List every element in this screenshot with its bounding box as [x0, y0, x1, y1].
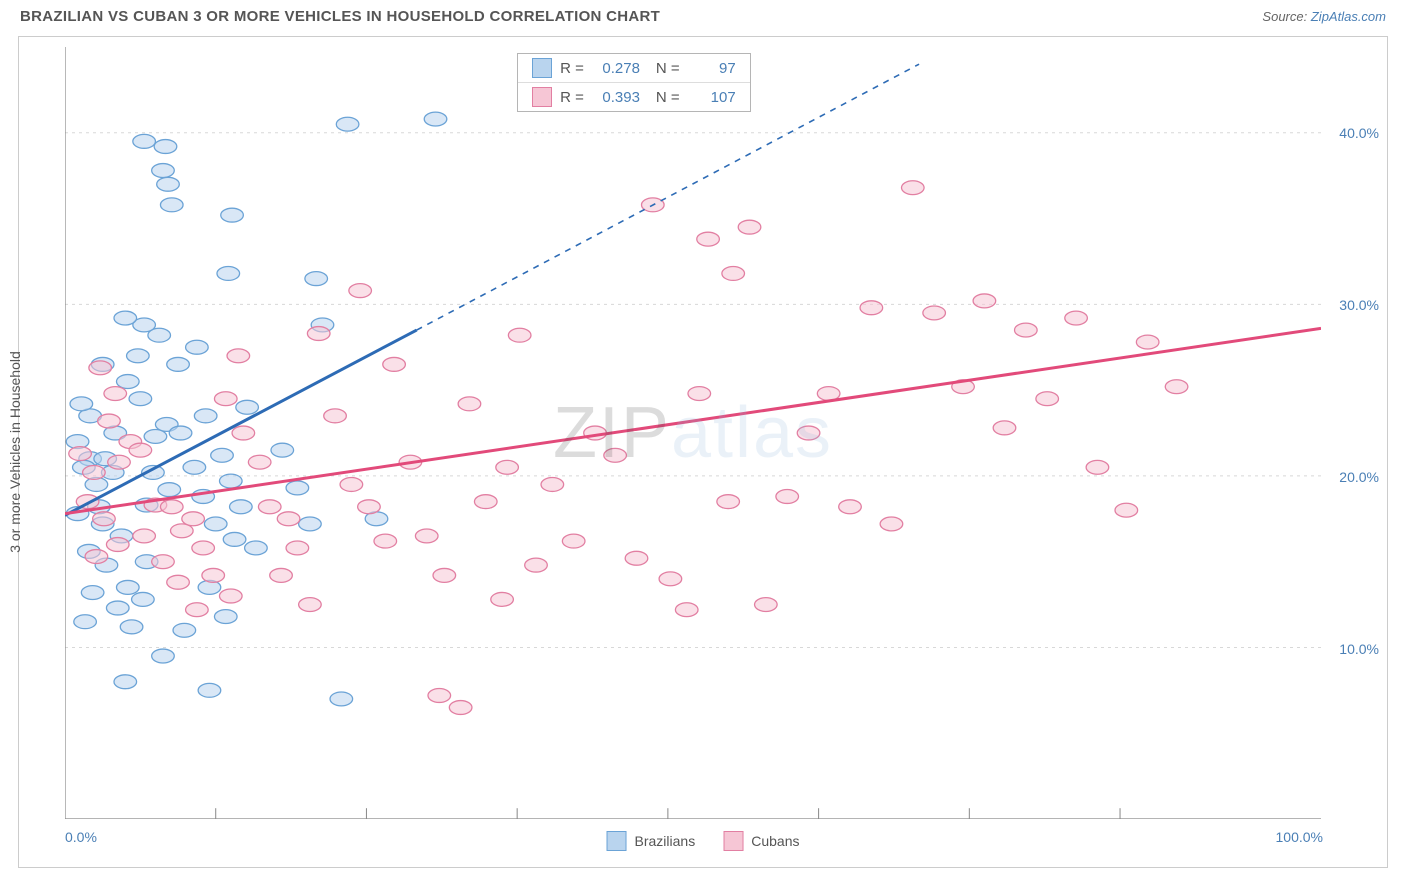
stat-n-label: N =	[656, 89, 680, 106]
x-tick-label: 100.0%	[1276, 829, 1323, 845]
legend-stats-row-cubans: R = 0.393 N = 107	[518, 82, 750, 111]
legend-swatch	[723, 831, 743, 851]
legend-bottom: Brazilians Cubans	[607, 831, 800, 851]
x-tick-label: 0.0%	[65, 829, 97, 845]
legend-item-cubans: Cubans	[723, 831, 799, 851]
y-tick-label: 30.0%	[1339, 297, 1379, 313]
stat-r-label: R =	[560, 89, 584, 106]
header: BRAZILIAN VS CUBAN 3 OR MORE VEHICLES IN…	[0, 0, 1406, 29]
y-tick-label: 10.0%	[1339, 641, 1379, 657]
legend-stats-box: R = 0.278 N = 97 R = 0.393 N = 107	[517, 53, 751, 112]
stat-r-label: R =	[560, 60, 584, 77]
plot-area: ZIPatlas R = 0.278 N = 97 R = 0.393 N = …	[65, 47, 1321, 819]
stat-n-value: 107	[688, 89, 736, 106]
stat-n-label: N =	[656, 60, 680, 77]
chart-title: BRAZILIAN VS CUBAN 3 OR MORE VEHICLES IN…	[20, 8, 660, 25]
legend-stats-row-brazilians: R = 0.278 N = 97	[518, 54, 750, 82]
legend-label: Cubans	[751, 833, 799, 849]
chart-frame: 3 or more Vehicles in Household ZIPatlas…	[18, 36, 1388, 868]
legend-swatch	[532, 58, 552, 78]
legend-swatch	[607, 831, 627, 851]
y-axis-label: 3 or more Vehicles in Household	[7, 351, 23, 553]
y-tick-label: 40.0%	[1339, 125, 1379, 141]
legend-label: Brazilians	[635, 833, 696, 849]
source-label: Source:	[1262, 9, 1307, 24]
stat-r-value: 0.278	[592, 60, 640, 77]
scatter-svg	[65, 47, 1321, 819]
stat-r-value: 0.393	[592, 89, 640, 106]
y-tick-label: 20.0%	[1339, 469, 1379, 485]
legend-item-brazilians: Brazilians	[607, 831, 696, 851]
source-attribution: Source: ZipAtlas.com	[1262, 9, 1386, 24]
source-link[interactable]: ZipAtlas.com	[1311, 9, 1386, 24]
chart-container: BRAZILIAN VS CUBAN 3 OR MORE VEHICLES IN…	[0, 0, 1406, 892]
legend-swatch	[532, 87, 552, 107]
stat-n-value: 97	[688, 60, 736, 77]
